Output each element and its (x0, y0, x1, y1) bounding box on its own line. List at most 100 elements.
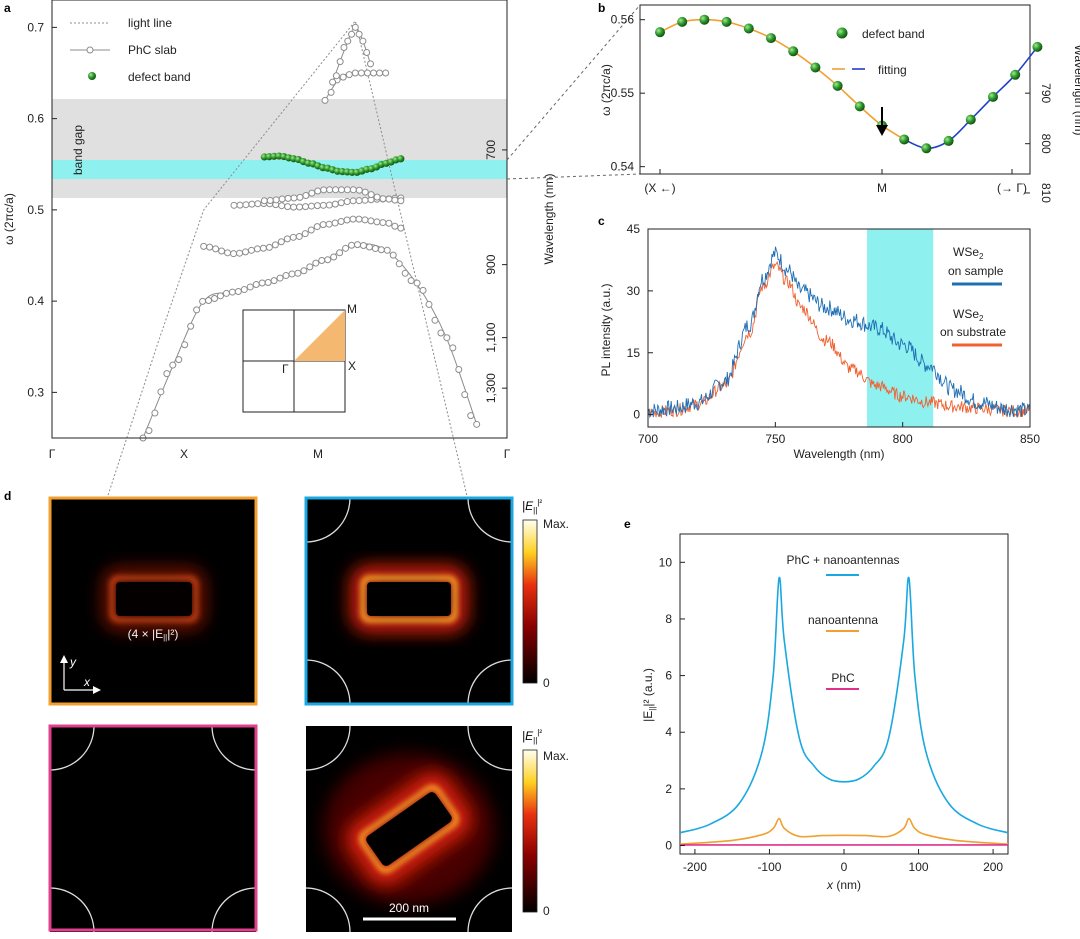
colorbar-bottom-max: Max. (543, 749, 569, 763)
panel-c-xlabel: Wavelength (nm) (794, 447, 885, 461)
e-xtick-label: -200 (683, 860, 707, 874)
phc-point (337, 217, 345, 225)
c-ytick-label: 45 (627, 222, 641, 236)
bz-label-m: M (347, 302, 357, 316)
phc-point (431, 316, 439, 324)
a-ytick-right-label: 700 (484, 140, 498, 160)
phc-point (373, 218, 381, 226)
legend-defect-band: defect band (128, 70, 191, 84)
phc-point (234, 287, 242, 295)
phc-point (278, 202, 286, 210)
phc-point (288, 270, 296, 278)
e-ytick-label: 8 (665, 612, 672, 626)
phc-point (337, 186, 345, 194)
phc-point (145, 427, 153, 435)
defect-band-point (655, 27, 665, 38)
phc-point (443, 334, 451, 342)
b-xtick-left: (X ←) (644, 181, 675, 195)
phc-point (296, 203, 304, 211)
arrow-head (876, 125, 888, 136)
b-ytick-right-label: 790 (1039, 83, 1053, 103)
phc-point (389, 251, 397, 259)
phc-point (240, 286, 248, 294)
legend-light-line: light line (128, 16, 172, 30)
a-ytick-label: 0.7 (27, 20, 44, 34)
phc-point (308, 189, 316, 197)
field-map-rotated: 200 nm (305, 725, 513, 933)
a-ytick-label: 0.4 (27, 294, 44, 308)
defect-region (52, 160, 507, 179)
phc-point (343, 216, 351, 224)
phc-point (349, 215, 357, 223)
e-xtick-label: 100 (909, 860, 929, 874)
legend-c-substrate-1: WSe2 (953, 307, 984, 323)
defect-band-point (810, 62, 821, 73)
phc-point (437, 329, 445, 337)
phc-point (253, 245, 261, 253)
b-ytick-right-label: 810 (1039, 183, 1053, 203)
e-ytick-label: 4 (665, 725, 672, 739)
phc-point (252, 280, 260, 288)
phc-point (361, 196, 369, 204)
phc-point (284, 194, 292, 202)
phc-point (397, 197, 405, 205)
legend-e-phc-nano: PhC + nanoantennas (786, 553, 899, 567)
phc-point (331, 219, 339, 227)
phc-point (354, 241, 361, 249)
phc-point (376, 69, 384, 77)
light-line (51, 19, 508, 667)
xtick-gamma-1: Γ (49, 447, 56, 461)
e-ytick-label: 10 (659, 555, 673, 569)
phc-point (344, 37, 352, 45)
phc-point (321, 96, 329, 104)
phc-point (212, 245, 220, 253)
phc-point (337, 199, 345, 207)
phc-point (205, 296, 213, 304)
phc-point (169, 361, 177, 369)
phc-point (276, 274, 284, 282)
legend-c-sample-2: on sample (948, 264, 1004, 278)
phc-point (211, 294, 218, 302)
phc-point (449, 344, 457, 352)
defect-band-point (766, 33, 776, 44)
phc-point (199, 297, 207, 305)
phc-point (355, 186, 363, 194)
e-ytick-label: 0 (665, 839, 672, 853)
phc-point (193, 306, 201, 314)
colorbar-top-title: |E|||² (522, 498, 542, 515)
defect-band-point (677, 16, 688, 27)
phc-point (391, 222, 399, 230)
defect-band-point (743, 23, 754, 34)
band-gap-region (52, 99, 507, 198)
c-xtick-label: 750 (765, 432, 785, 446)
panel-c-ylabel: PL intensity (a.u.) (599, 284, 613, 377)
phc-point (230, 250, 238, 258)
phc-point (319, 201, 327, 209)
phc-point (314, 187, 322, 195)
phc-point (379, 219, 387, 227)
phc-point (370, 69, 378, 77)
panel-e-ylabel: |E|||² (a.u.) (641, 668, 657, 722)
a-ytick-right-label: 1,300 (484, 373, 498, 403)
phc-point (313, 223, 321, 231)
phc-point (383, 246, 391, 254)
phc-point (397, 224, 405, 232)
phc-point (349, 197, 357, 205)
curve-nanoantenna (679, 817, 1009, 845)
phc-point (151, 409, 159, 417)
phc-point (348, 30, 356, 38)
phc-point (355, 30, 363, 38)
b-ytick-label: 0.56 (611, 13, 635, 27)
legend-c-sample-1: WSe2 (953, 245, 984, 261)
phc-point (318, 257, 326, 265)
a-ytick-label: 0.5 (27, 203, 44, 217)
legend-b-fitting: fitting (878, 63, 907, 77)
colorbar-top: |E|||² Max. 0 (522, 498, 569, 690)
panel-c-letter: c (598, 214, 605, 228)
phc-point (295, 232, 303, 240)
phc-point (365, 243, 373, 251)
phc-point (216, 292, 224, 300)
scaling-annotation: (4 × |E|||²) (128, 627, 179, 642)
phc-point (401, 269, 409, 277)
